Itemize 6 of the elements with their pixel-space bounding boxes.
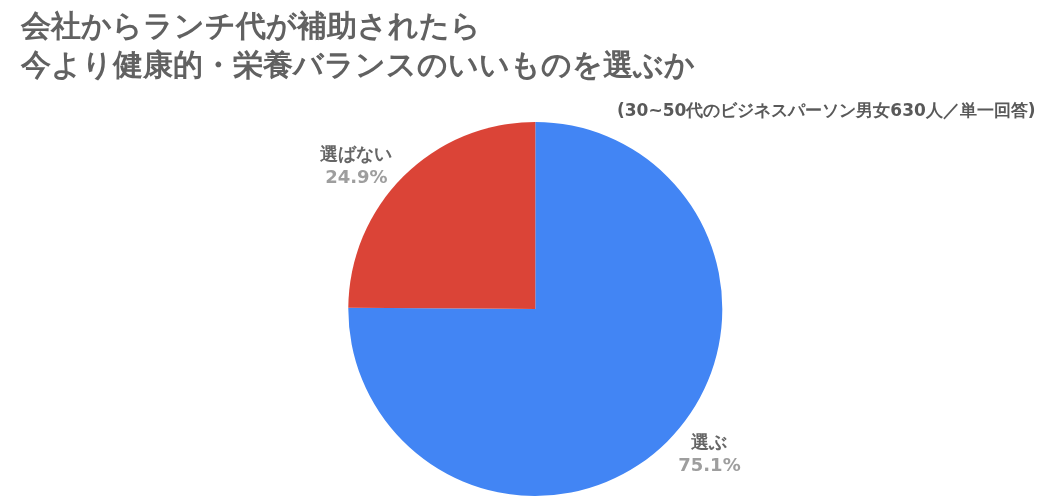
slice-label: 選ばない [320, 142, 393, 164]
chart-title: 会社からランチ代が補助されたら今より健康的・栄養バランスのいいものを選ぶか [20, 8, 695, 82]
slice-label: 選ぶ [691, 430, 728, 452]
data-label: 75.1% [678, 454, 741, 476]
text: (30~50代のビジネスパーソン男女630人／単一回答) [617, 100, 1036, 120]
data-label: 24.9% [325, 166, 388, 188]
